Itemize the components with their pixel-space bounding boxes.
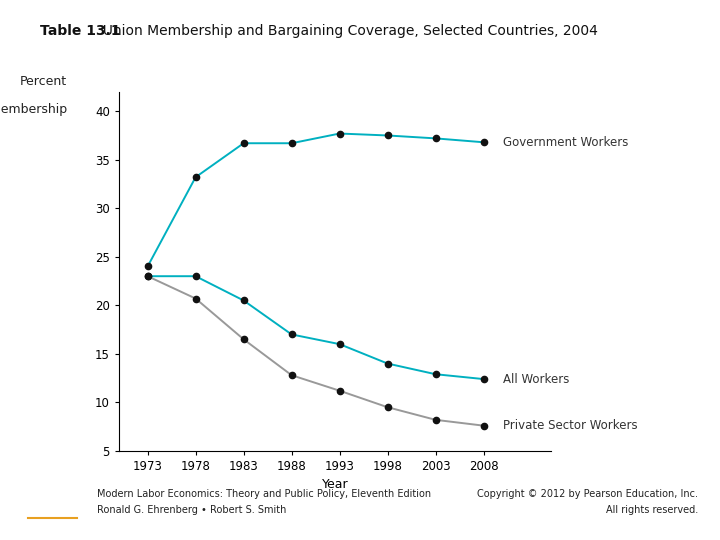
Text: All rights reserved.: All rights reserved. [606, 505, 698, 515]
Text: Table 13.1: Table 13.1 [40, 24, 120, 38]
Text: Ronald G. Ehrenberg • Robert S. Smith: Ronald G. Ehrenberg • Robert S. Smith [97, 505, 287, 515]
Text: Union Membership: Union Membership [0, 103, 67, 116]
Text: Union Membership and Bargaining Coverage, Selected Countries, 2004: Union Membership and Bargaining Coverage… [94, 24, 598, 38]
X-axis label: Year: Year [322, 478, 348, 491]
Text: Government Workers: Government Workers [503, 136, 628, 148]
Text: Percent: Percent [20, 75, 67, 88]
Text: Copyright © 2012 by Pearson Education, Inc.: Copyright © 2012 by Pearson Education, I… [477, 489, 698, 499]
Text: All Workers: All Workers [503, 373, 570, 386]
Text: PEARSON: PEARSON [26, 500, 78, 510]
Text: Modern Labor Economics: Theory and Public Policy, Eleventh Edition: Modern Labor Economics: Theory and Publi… [97, 489, 431, 499]
Text: Private Sector Workers: Private Sector Workers [503, 419, 637, 432]
